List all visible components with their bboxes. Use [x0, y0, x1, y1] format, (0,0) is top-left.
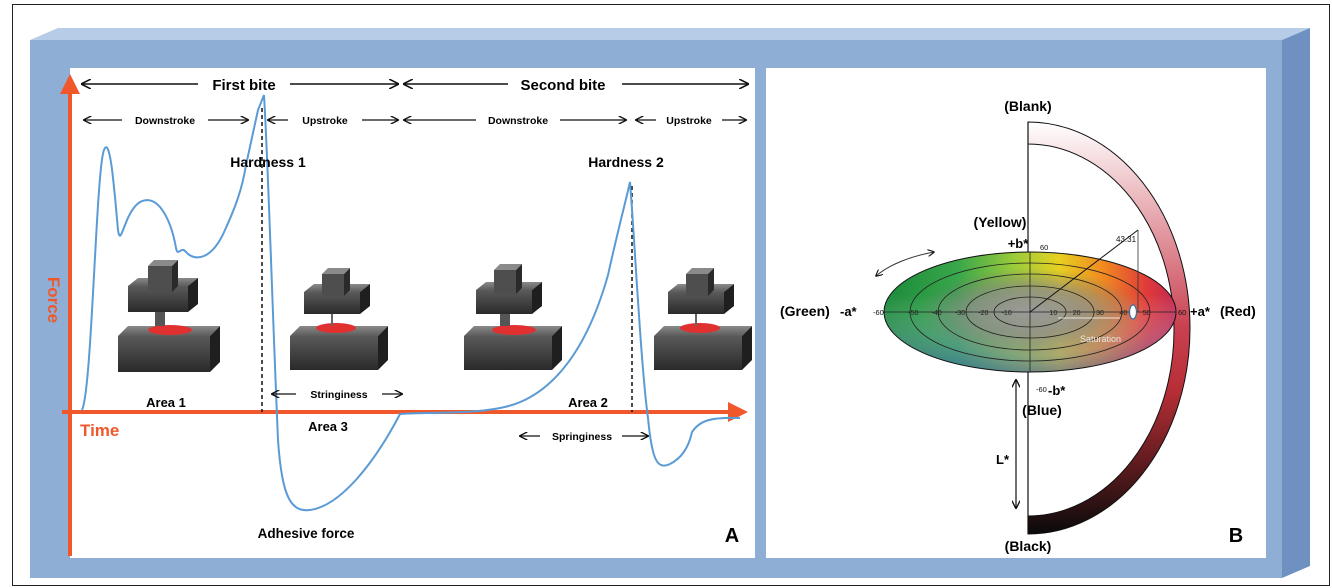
tick-b-bottom: -60: [1036, 385, 1047, 394]
panel-b: 60 -60 -60 60 -50 -40 -30 -20 -10 10 20 30 40 50 …: [766, 68, 1266, 558]
a-axis-ticks: -50 -40 -30 -20 -10 10 20 30 40 50: [908, 310, 1150, 317]
red-label: (Red): [1220, 303, 1256, 319]
downstroke1-label: Downstroke: [135, 115, 195, 127]
hardness2-label: Hardness 2: [588, 154, 664, 170]
yellow-label: (Yellow): [974, 214, 1027, 230]
minus-b-label: -b*: [1048, 383, 1066, 398]
a-axis-tick-label: 20: [1073, 310, 1081, 317]
first-bite-label: First bite: [212, 77, 275, 94]
upstroke1-label: Upstroke: [302, 115, 348, 127]
tick-a-left: -60: [873, 308, 884, 317]
a-axis-tick-label: -20: [978, 310, 988, 317]
sample-marker: [1128, 304, 1138, 320]
hue-vector: [1029, 229, 1139, 313]
hue-angle-label: 43.31: [1116, 235, 1137, 244]
a-axis-tick-label: 40: [1119, 310, 1127, 317]
color-disc: [883, 229, 1177, 373]
time-axis-label: Time: [80, 421, 119, 440]
upstroke2-label: Upstroke: [666, 115, 712, 127]
tick-a-right: 60: [1178, 308, 1186, 317]
force-axis-label: Force: [44, 277, 63, 323]
panel-a-letter: A: [725, 525, 739, 547]
force-time-curve: [81, 94, 741, 512]
area3-label: Area 3: [308, 419, 348, 434]
panel-a-background: [70, 68, 755, 558]
compression-icon-1: [118, 260, 220, 372]
minus-a-label: -a*: [840, 304, 858, 319]
a-axis-tick-label: -10: [1002, 310, 1012, 317]
second-bite-label: Second bite: [520, 77, 605, 94]
tick-b-top: 60: [1040, 243, 1048, 252]
blank-label: (Blank): [1004, 98, 1051, 114]
a-axis-tick-label: 10: [1049, 310, 1057, 317]
hue-rotation-arrow: [876, 252, 934, 276]
plus-a-label: +a*: [1190, 304, 1211, 319]
downstroke2-label: Downstroke: [488, 115, 548, 127]
blue-label: (Blue): [1022, 402, 1062, 418]
area1-label: Area 1: [146, 395, 186, 410]
figure-border: [12, 4, 1330, 586]
a-axis-tick-label: -40: [932, 310, 942, 317]
green-label: (Green): [780, 303, 830, 319]
saturation-label: Saturation: [1080, 334, 1121, 344]
adhesive-force-label: Adhesive force: [258, 526, 355, 541]
a-axis-tick-label: -50: [908, 310, 918, 317]
springiness-label: Springiness: [552, 431, 612, 443]
compression-icon-4: [654, 268, 752, 370]
plus-b-label: +b*: [1008, 236, 1030, 251]
stringiness-label: Stringiness: [310, 389, 367, 401]
compression-icon-3: [464, 264, 562, 370]
black-label: (Black): [1005, 538, 1052, 554]
lstar-label: L*: [996, 452, 1010, 467]
a-axis-tick-label: -30: [955, 310, 965, 317]
panel-a: Force Time First bite Second bite Downst…: [44, 68, 755, 558]
area2-label: Area 2: [568, 395, 608, 410]
compression-icon-2: [290, 268, 388, 370]
panel-b-letter: B: [1229, 525, 1243, 547]
a-axis-tick-label: 50: [1143, 310, 1151, 317]
a-axis-tick-label: 30: [1096, 310, 1104, 317]
hardness1-label: Hardness 1: [230, 154, 306, 170]
